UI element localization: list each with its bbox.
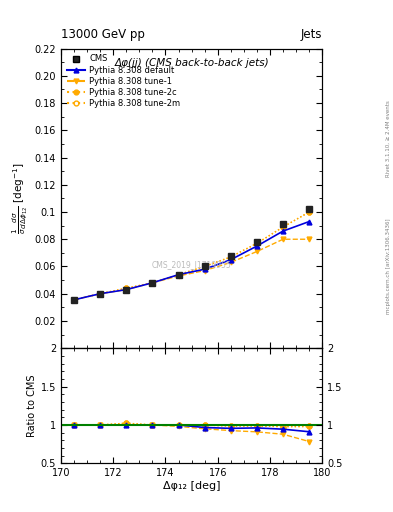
Pythia 8.308 tune-2c [150,280,155,286]
CMS [150,280,155,286]
Pythia 8.308 default [150,280,155,286]
Pythia 8.308 tune-2c [98,291,103,297]
X-axis label: Δφ₁₂ [deg]: Δφ₁₂ [deg] [163,481,220,491]
Line: Pythia 8.308 tune-2c: Pythia 8.308 tune-2c [72,209,312,302]
CMS [281,221,285,227]
Pythia 8.308 tune-2m [124,285,129,291]
Pythia 8.308 tune-2m [255,240,259,246]
CMS [307,206,312,212]
Line: Pythia 8.308 tune-1: Pythia 8.308 tune-1 [72,237,312,302]
Text: Rivet 3.1.10, ≥ 2.4M events: Rivet 3.1.10, ≥ 2.4M events [386,100,391,177]
Line: Pythia 8.308 default: Pythia 8.308 default [72,219,312,302]
Pythia 8.308 default [307,219,312,225]
Pythia 8.308 tune-1 [307,236,312,242]
Line: CMS: CMS [71,206,312,303]
Pythia 8.308 tune-2m [150,280,155,286]
Pythia 8.308 tune-1 [98,291,103,297]
Y-axis label: $\frac{1}{\sigma}\frac{d\sigma}{d\Delta\phi_{12}}\ [\mathrm{deg}^{-1}]$: $\frac{1}{\sigma}\frac{d\sigma}{d\Delta\… [11,163,30,234]
Pythia 8.308 tune-2m [202,263,207,269]
Line: Pythia 8.308 tune-2m: Pythia 8.308 tune-2m [72,209,312,302]
CMS [228,252,233,259]
Pythia 8.308 default [124,287,129,293]
CMS [124,287,129,293]
Pythia 8.308 tune-2c [176,271,181,278]
Pythia 8.308 tune-2c [124,285,129,291]
Pythia 8.308 tune-2m [176,271,181,278]
CMS [255,239,259,245]
Pythia 8.308 default [255,243,259,249]
Pythia 8.308 tune-2m [228,254,233,260]
Text: CMS_2019_I1719955: CMS_2019_I1719955 [152,260,231,269]
Pythia 8.308 default [176,271,181,278]
Pythia 8.308 default [202,266,207,272]
Text: mcplots.cern.ch [arXiv:1306.3436]: mcplots.cern.ch [arXiv:1306.3436] [386,219,391,314]
Pythia 8.308 tune-2m [281,224,285,230]
Text: Δφ(jj) (CMS back-to-back jets): Δφ(jj) (CMS back-to-back jets) [114,58,269,68]
CMS [72,297,76,303]
Pythia 8.308 default [228,257,233,263]
Pythia 8.308 tune-2c [255,240,259,246]
CMS [176,271,181,278]
Y-axis label: Ratio to CMS: Ratio to CMS [26,374,37,437]
Pythia 8.308 tune-1 [255,248,259,254]
Legend: CMS, Pythia 8.308 default, Pythia 8.308 tune-1, Pythia 8.308 tune-2c, Pythia 8.3: CMS, Pythia 8.308 default, Pythia 8.308 … [65,53,182,110]
Pythia 8.308 tune-1 [281,236,285,242]
Pythia 8.308 tune-2c [281,224,285,230]
Pythia 8.308 tune-2c [72,297,76,303]
Pythia 8.308 tune-2m [307,209,312,215]
Pythia 8.308 tune-2m [72,297,76,303]
Pythia 8.308 tune-2c [307,209,312,215]
Pythia 8.308 default [281,228,285,234]
Text: Jets: Jets [301,28,322,41]
Pythia 8.308 tune-2m [98,291,103,297]
Pythia 8.308 tune-1 [176,273,181,279]
Pythia 8.308 tune-1 [72,297,76,303]
CMS [98,291,103,297]
Pythia 8.308 tune-2c [228,254,233,260]
Pythia 8.308 tune-2c [202,263,207,269]
Pythia 8.308 tune-1 [124,287,129,293]
Pythia 8.308 tune-1 [150,280,155,286]
Pythia 8.308 tune-1 [228,259,233,265]
Text: 13000 GeV pp: 13000 GeV pp [61,28,145,41]
CMS [202,263,207,269]
Pythia 8.308 tune-1 [202,267,207,273]
Pythia 8.308 default [98,291,103,297]
Pythia 8.308 default [72,297,76,303]
